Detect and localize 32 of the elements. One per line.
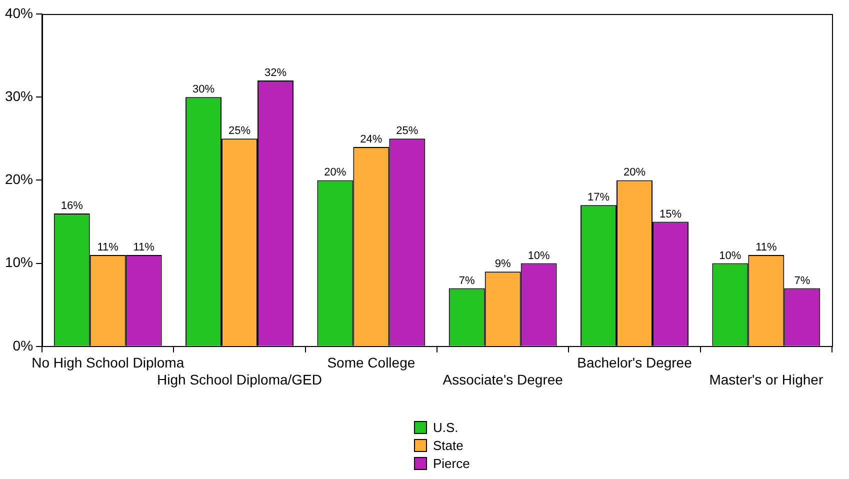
data-label: 25%: [228, 125, 251, 138]
legend-label: Pierce: [433, 456, 470, 470]
legend-label: State: [433, 438, 464, 452]
data-label: 15%: [659, 208, 682, 220]
legend-label: U.S.: [433, 420, 458, 434]
data-label: 32%: [264, 67, 287, 80]
x-tick-label: High School Diploma/GED: [157, 371, 322, 388]
x-tick-label: Bachelor's Degree: [577, 354, 692, 371]
data-label: 9%: [494, 258, 512, 270]
data-label: 11%: [97, 242, 119, 254]
data-label: 17%: [588, 192, 610, 204]
data-label: 7%: [794, 274, 810, 287]
y-tick-label: 40%: [4, 4, 34, 21]
data-label: 20%: [324, 166, 346, 179]
y-tick-label: 20%: [4, 171, 34, 188]
x-tick-label: No High School Diploma: [32, 354, 184, 371]
x-tick-label: Some College: [327, 354, 416, 371]
data-label: 7%: [458, 274, 476, 287]
x-tick-label: Master's or Higher: [709, 371, 824, 388]
x-tick-label: Associate's Degree: [442, 371, 564, 388]
data-label: 16%: [60, 200, 84, 212]
y-tick-label: 0%: [12, 337, 34, 354]
data-label: 25%: [396, 125, 418, 138]
data-label: 11%: [133, 242, 155, 254]
y-tick-label: 10%: [4, 254, 34, 270]
data-label: 30%: [192, 84, 215, 96]
data-label: 10%: [528, 250, 550, 262]
data-label: 20%: [623, 166, 646, 179]
data-label: 10%: [719, 250, 742, 262]
data-label: 24%: [360, 133, 382, 146]
data-label: 11%: [756, 242, 777, 254]
y-tick-label: 30%: [4, 88, 34, 104]
